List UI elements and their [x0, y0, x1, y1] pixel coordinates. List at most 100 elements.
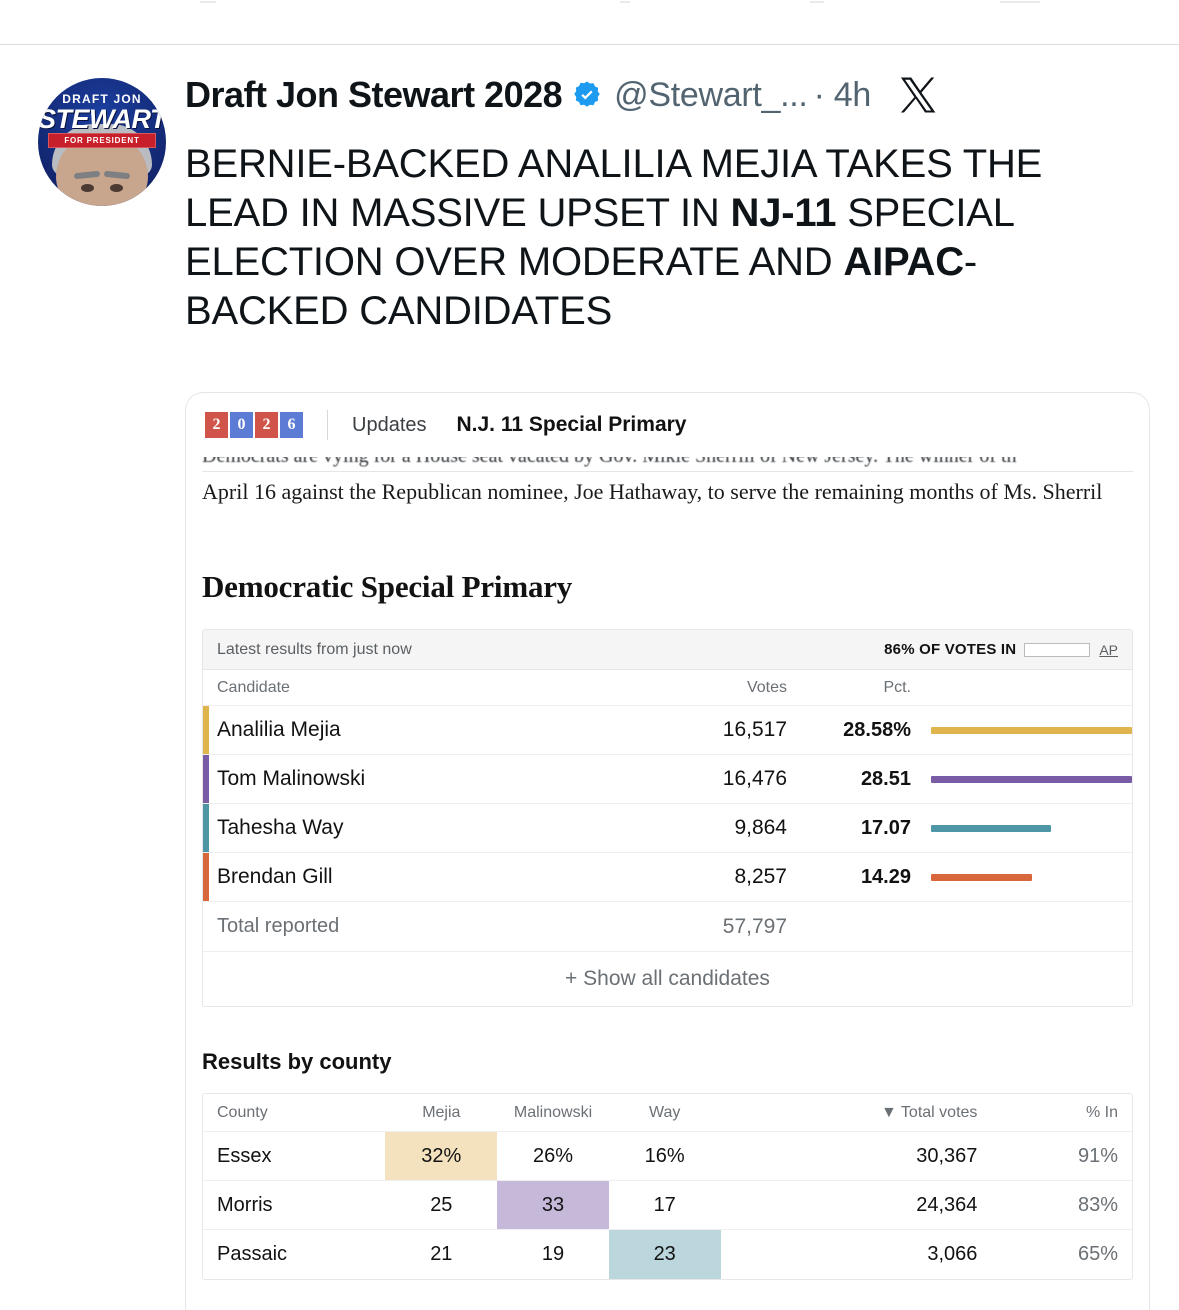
tweet-text-part3: -BACKED CANDIDATES: [185, 240, 978, 333]
header-divider: [0, 44, 1179, 45]
county-table: County Mejia Malinowski Way ▼ Total vote…: [202, 1093, 1133, 1280]
col-pct: Pct.: [883, 678, 911, 696]
col-votes: Votes: [746, 678, 787, 696]
latest-results-label: Latest results from just now: [217, 640, 412, 658]
candidate-bar-cell: [917, 873, 1132, 881]
table-row: Tahesha Way 9,864 17.07: [203, 804, 1132, 853]
county-mejia-pct: 21: [430, 1243, 453, 1265]
candidate-bar: [931, 873, 1032, 881]
col-malinowski[interactable]: Malinowski: [513, 1103, 593, 1121]
total-reported-value: 57,797: [722, 914, 787, 938]
results-table: Latest results from just now 86% OF VOTE…: [202, 629, 1133, 1007]
candidate-name: Brendan Gill: [217, 865, 333, 888]
county-pct-in: 65%: [1077, 1243, 1118, 1265]
county-way-pct: 16%: [644, 1144, 685, 1167]
col-pct-in[interactable]: % In: [1085, 1103, 1118, 1121]
county-name: Essex: [217, 1144, 272, 1167]
county-pct-in: 83%: [1077, 1193, 1118, 1216]
col-mejia[interactable]: Mejia: [422, 1103, 461, 1121]
county-mejia-pct: 25: [430, 1193, 453, 1216]
candidate-bar-cell: [917, 824, 1132, 832]
candidate-color-swatch: [203, 755, 209, 803]
col-total-votes[interactable]: ▼ Total votes: [880, 1103, 978, 1121]
candidate-pct: 28.58%: [843, 718, 911, 741]
table-row: Essex 32% 26% 16% 30,367 91%: [203, 1132, 1132, 1181]
votes-in-label: 86% OF VOTES IN: [884, 641, 1017, 658]
card-header: 2 0 2 6 Updates N.J. 11 Special Primary: [186, 393, 1149, 457]
total-reported-row: Total reported 57,797: [203, 902, 1132, 952]
results-column-headers: Candidate Votes Pct.: [203, 670, 1132, 706]
county-rows: Essex 32% 26% 16% 30,367 91% Morris 25 33 17 24,36…: [203, 1132, 1132, 1279]
table-row: Passaic 21 19 23 3,066 65%: [203, 1230, 1132, 1279]
avatar-brow-left: [73, 170, 101, 180]
candidate-bar: [931, 775, 1132, 783]
tweet-text-bold-aipac: AIPAC: [843, 240, 964, 284]
county-way-pct: 23: [608, 1230, 721, 1279]
candidate-name: Analilia Mejia: [217, 718, 341, 741]
tweet-author-row: Draft Jon Stewart 2028 @Stewart_... · 4h: [185, 74, 939, 116]
candidate-votes: 16,476: [722, 767, 787, 790]
candidate-color-swatch: [203, 853, 209, 901]
tweet-text-part1: BERNIE-BACKED ANALILIA MEJIA TAKES THE L…: [185, 142, 1043, 235]
votes-in-group: 86% OF VOTES IN AP: [884, 641, 1118, 658]
tweet-text-bold-nj11: NJ-11: [730, 191, 837, 235]
table-row: Tom Malinowski 16,476 28.51: [203, 755, 1132, 804]
candidate-votes: 8,257: [734, 865, 787, 888]
results-status-bar: Latest results from just now 86% OF VOTE…: [203, 630, 1132, 670]
candidate-color-swatch: [203, 706, 209, 754]
county-pct-in: 91%: [1077, 1144, 1118, 1167]
candidate-pct: 17.07: [860, 816, 911, 839]
author-display-name[interactable]: Draft Jon Stewart 2028: [185, 74, 563, 115]
logo-digit-0: 2: [205, 412, 228, 438]
candidate-name: Tahesha Way: [217, 816, 344, 839]
lede-clipped-line: Democrats are vying for a House seat vac…: [202, 457, 1017, 468]
logo-digit-2: 2: [255, 412, 278, 438]
avatar-text-stewart: STEWART: [38, 104, 166, 134]
logo-digit-1: 0: [230, 412, 253, 438]
updates-link[interactable]: Updates: [352, 413, 427, 436]
col-candidate: Candidate: [217, 678, 290, 696]
candidate-pct: 28.51: [860, 767, 911, 790]
top-chrome-sliver: [0, 0, 1179, 4]
primary-heading: Democratic Special Primary: [202, 569, 573, 604]
county-name: Passaic: [217, 1243, 288, 1265]
card-section-title: N.J. 11 Special Primary: [456, 413, 687, 436]
avatar-eye-left: [81, 184, 94, 192]
show-all-candidates-button[interactable]: + Show all candidates: [565, 967, 770, 990]
tweet-timestamp: · 4h: [813, 75, 872, 114]
tweet-text: BERNIE-BACKED ANALILIA MEJIA TAKES THE L…: [185, 140, 1135, 336]
avatar[interactable]: DRAFT JON STEWART FOR PRESIDENT: [38, 78, 166, 206]
table-row: Analilia Mejia 16,517 28.58%: [203, 706, 1132, 755]
results-rows: Analilia Mejia 16,517 28.58% Tom Malinowski…: [203, 706, 1132, 902]
tweet-text-part2: SPECIAL ELECTION OVER MODERATE AND: [185, 191, 1014, 284]
verified-badge-icon: [574, 81, 600, 107]
county-way-pct: 17: [653, 1193, 676, 1216]
source-ap-link[interactable]: AP: [1099, 641, 1118, 658]
x-logo-icon[interactable]: [897, 74, 939, 116]
table-row: Morris 25 33 17 24,364 83%: [203, 1181, 1132, 1230]
candidate-bar-cell: [917, 726, 1132, 734]
candidate-votes: 9,864: [734, 816, 787, 839]
avatar-eye-right: [110, 184, 123, 192]
col-county: County: [217, 1103, 268, 1121]
author-handle[interactable]: @Stewart_...: [614, 75, 808, 114]
total-reported-label: Total reported: [217, 915, 340, 937]
avatar-banner: FOR PRESIDENT: [48, 133, 156, 148]
col-way[interactable]: Way: [648, 1103, 681, 1121]
avatar-brow-right: [103, 170, 131, 180]
lede-rule: [202, 471, 1133, 472]
embedded-results-card[interactable]: 2 0 2 6 Updates N.J. 11 Special Primary …: [185, 392, 1150, 1310]
county-heading: Results by county: [202, 1049, 392, 1074]
county-total-votes: 30,367: [916, 1144, 978, 1167]
county-column-headers: County Mejia Malinowski Way ▼ Total vote…: [203, 1094, 1132, 1132]
county-malinowski-pct: 33: [497, 1181, 609, 1229]
candidate-color-swatch: [203, 804, 209, 852]
logo-digit-3: 6: [280, 412, 303, 438]
card-lede: Democrats are vying for a House seat vac…: [186, 457, 1149, 527]
lede-visible-line: April 16 against the Republican nominee,…: [202, 479, 1103, 504]
candidate-votes: 16,517: [722, 718, 787, 741]
county-malinowski-pct: 19: [541, 1243, 565, 1265]
logo-2026: 2 0 2 6: [205, 412, 303, 438]
county-mejia-pct: 32%: [385, 1132, 498, 1180]
